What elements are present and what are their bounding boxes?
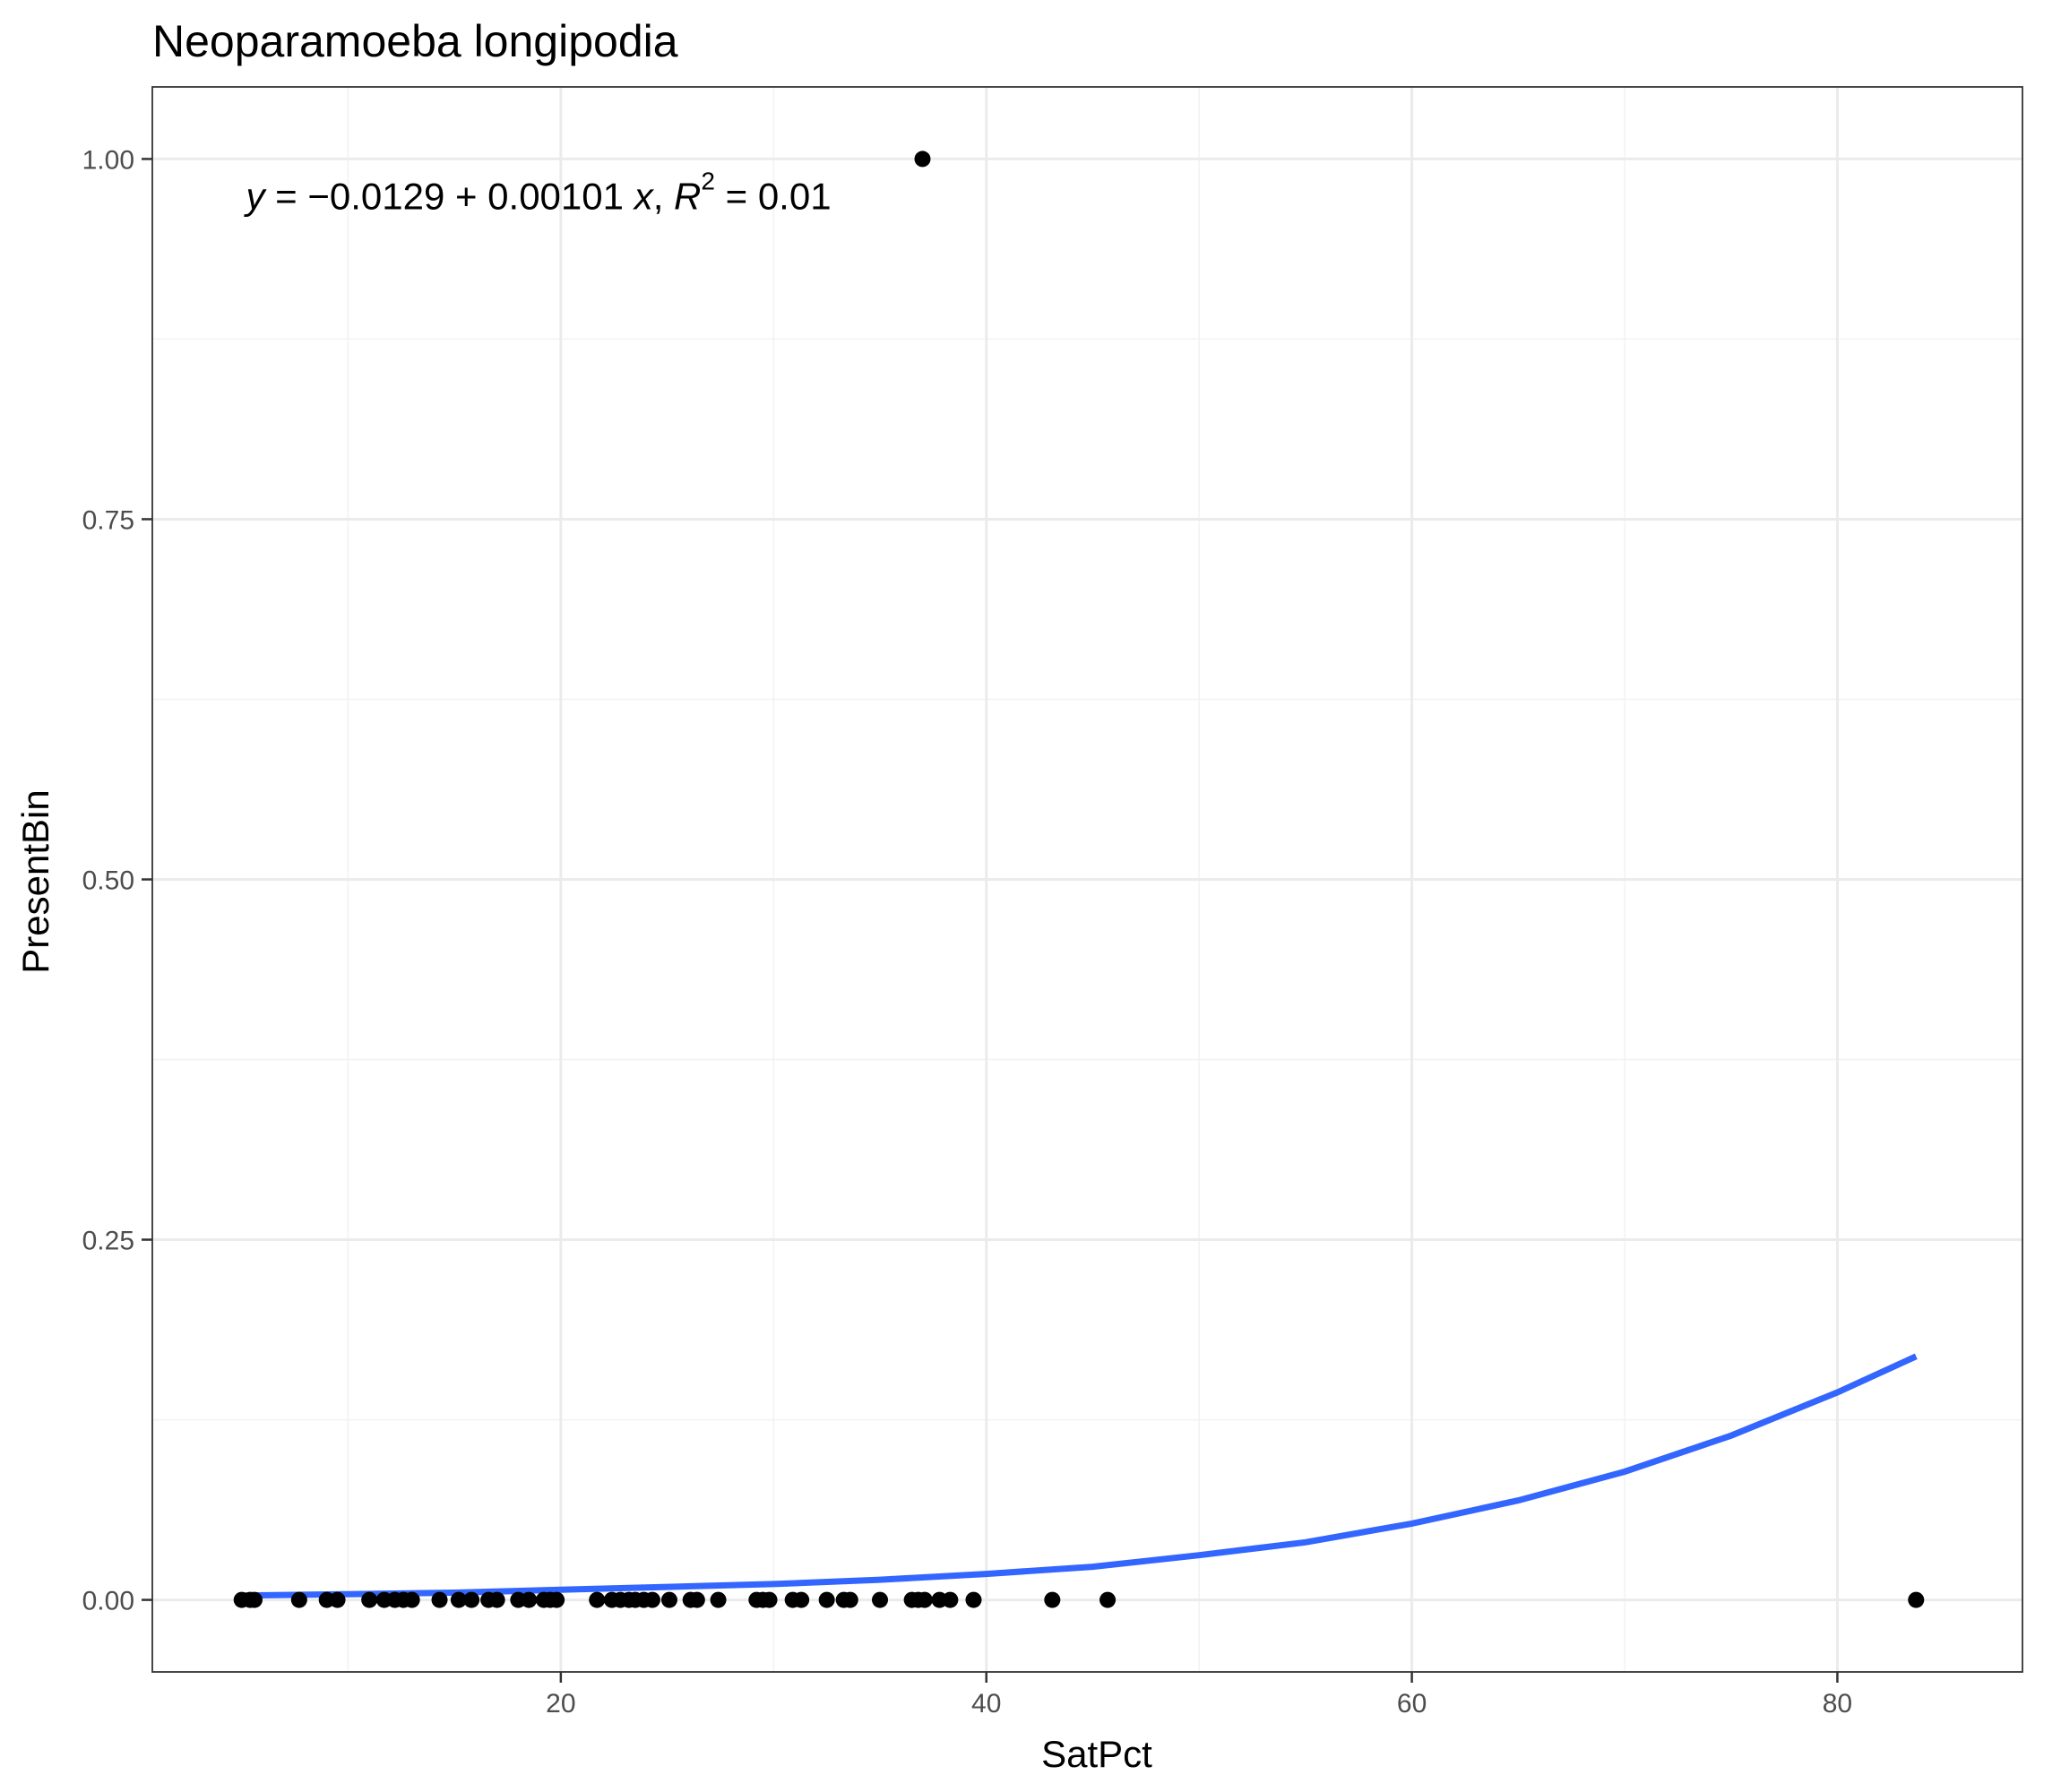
eq-r-superscript: 2 xyxy=(701,168,715,195)
data-point xyxy=(403,1591,420,1608)
y-tick-label: 1.00 xyxy=(82,145,134,175)
data-point xyxy=(643,1591,660,1608)
data-point xyxy=(246,1591,263,1608)
regression-equation: y = −0.0129 + 0.00101 x, R2 = 0.01 xyxy=(243,168,831,218)
data-point xyxy=(463,1591,480,1608)
y-tick-label: 0.50 xyxy=(82,866,134,896)
eq-x-var: x xyxy=(633,176,655,218)
data-point xyxy=(688,1591,705,1608)
data-point xyxy=(431,1591,448,1608)
data-point xyxy=(660,1591,677,1608)
axis-ticks xyxy=(142,158,1839,1683)
data-point xyxy=(290,1591,307,1608)
data-point xyxy=(916,1591,933,1608)
data-point xyxy=(488,1591,505,1608)
data-point xyxy=(710,1591,727,1608)
data-point xyxy=(761,1591,778,1608)
data-point xyxy=(1099,1591,1117,1608)
data-point xyxy=(548,1591,565,1608)
data-point xyxy=(1044,1591,1061,1608)
gridlines xyxy=(152,87,2022,1672)
data-point xyxy=(793,1591,810,1608)
y-axis-title: PresentBin xyxy=(14,789,56,973)
x-tick-label: 60 xyxy=(1397,1689,1427,1719)
data-point xyxy=(1908,1591,1925,1608)
eq-coefficients: = −0.0129 + 0.00101 xyxy=(264,176,634,218)
eq-r-symbol: R xyxy=(674,176,701,218)
data-point xyxy=(841,1591,858,1608)
x-tick-label: 20 xyxy=(546,1689,575,1719)
y-tick-label: 0.00 xyxy=(82,1587,134,1616)
points-layer xyxy=(233,151,1925,1608)
data-point xyxy=(818,1591,835,1608)
eq-r-value: = 0.01 xyxy=(715,176,832,218)
data-point xyxy=(450,1591,467,1608)
data-point xyxy=(589,1591,606,1608)
data-point xyxy=(872,1591,889,1608)
y-tick-label: 0.25 xyxy=(82,1227,134,1256)
data-point xyxy=(965,1591,982,1608)
tick-labels: 20 40 60 80 0.00 0.25 0.50 0.75 1.00 xyxy=(82,145,1853,1719)
eq-separator: , xyxy=(653,176,674,218)
x-axis-title: SatPct xyxy=(1041,1733,1152,1775)
data-point xyxy=(942,1591,959,1608)
data-point xyxy=(521,1591,538,1608)
fit-line xyxy=(241,1353,1918,1599)
x-tick-label: 40 xyxy=(971,1689,1001,1719)
y-tick-label: 0.75 xyxy=(82,505,134,535)
chart-title: Neoparamoeba longipodia xyxy=(152,16,678,66)
eq-y-var: y xyxy=(243,176,267,218)
data-point xyxy=(361,1591,378,1608)
data-point xyxy=(914,151,931,168)
x-tick-label: 80 xyxy=(1823,1689,1852,1719)
data-point xyxy=(329,1591,346,1608)
fit-line-layer xyxy=(241,1353,1918,1599)
